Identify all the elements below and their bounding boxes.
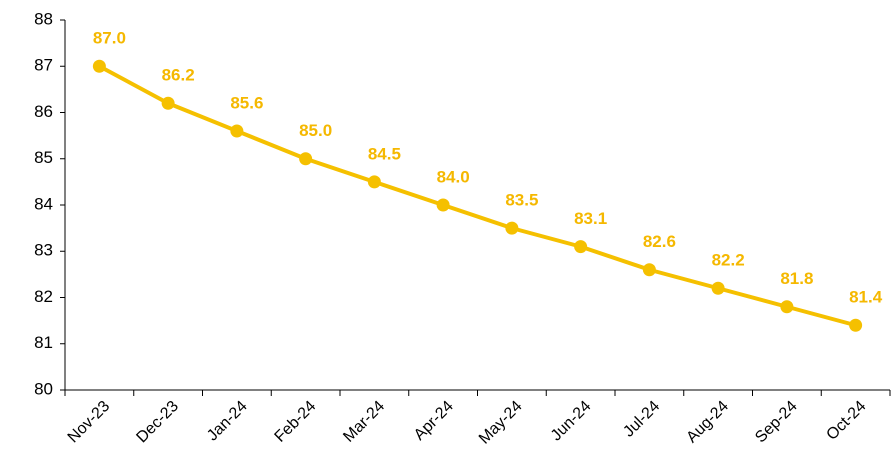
line: [98, 64, 857, 328]
marker: [230, 124, 244, 138]
marker: [574, 240, 588, 254]
x-tick-label: May-24: [476, 398, 526, 448]
y-tick-label: 85: [34, 148, 53, 167]
x-tick-label: Nov-23: [65, 398, 114, 447]
data-label: 84.0: [437, 167, 470, 186]
marker: [711, 281, 725, 295]
y-tick-label: 88: [34, 9, 53, 28]
marker: [299, 152, 313, 166]
x-tick-label: Sep-24: [752, 398, 801, 447]
data-label: 84.5: [368, 144, 401, 163]
data-label: 83.1: [574, 209, 607, 228]
data-label: 81.4: [849, 288, 883, 307]
y-tick-label: 84: [34, 194, 53, 213]
y-tick-label: 81: [34, 333, 53, 352]
y-tick-label: 82: [34, 287, 53, 306]
y-tick-label: 83: [34, 241, 53, 260]
marker: [780, 300, 794, 314]
x-tick-label: Oct-24: [823, 398, 869, 444]
x-tick-label: Apr-24: [411, 398, 457, 444]
x-tick-label: Feb-24: [272, 398, 320, 446]
marker: [505, 221, 519, 235]
marker: [367, 175, 381, 189]
y-tick-label: 86: [34, 102, 53, 121]
marker: [92, 59, 106, 73]
x-tick-label: Mar-24: [340, 398, 388, 446]
marker: [642, 263, 656, 277]
data-label: 82.2: [712, 251, 745, 270]
data-label: 83.5: [505, 191, 538, 210]
marker: [849, 318, 863, 332]
y-tick-label: 87: [34, 56, 53, 75]
y-tick-label: 80: [34, 379, 53, 398]
x-tick-label: Jul-24: [620, 398, 663, 441]
x-tick-label: Jan-24: [204, 398, 251, 445]
x-tick-label: Aug-24: [683, 398, 732, 447]
data-label: 85.0: [299, 121, 332, 140]
x-tick-label: Jun-24: [548, 398, 595, 445]
data-label: 81.8: [780, 269, 813, 288]
marker: [436, 198, 450, 212]
x-tick-label: Dec-23: [133, 398, 182, 447]
data-label: 82.6: [643, 232, 676, 251]
data-label: 85.6: [230, 93, 263, 112]
marker: [161, 96, 175, 110]
data-label: 87.0: [93, 29, 126, 48]
data-label: 86.2: [162, 66, 195, 85]
